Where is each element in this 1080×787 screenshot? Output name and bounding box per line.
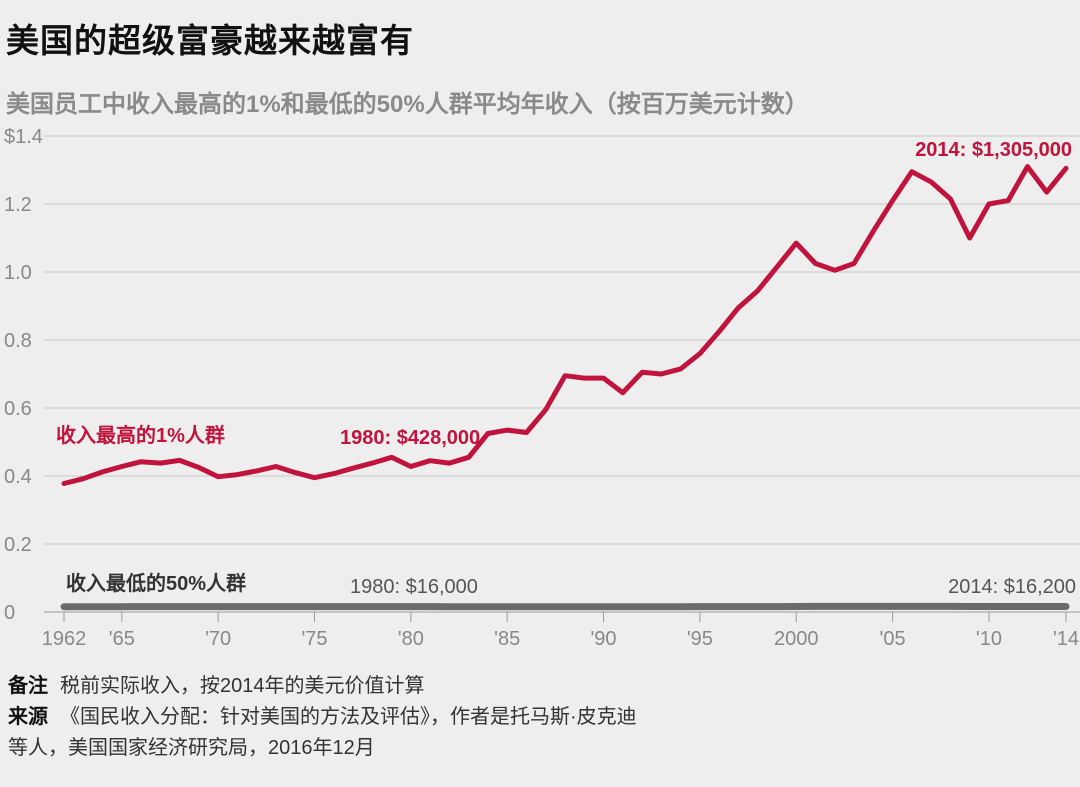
y-tick-label: $1.4 (4, 126, 43, 148)
gridlines (44, 135, 1080, 613)
y-tick-label: 0 (4, 602, 15, 624)
y-tick-label: 0.6 (4, 398, 32, 420)
source-label: 来源 (8, 706, 48, 728)
y-tick-label: 1.0 (4, 262, 32, 284)
series-line-top-1 (61, 164, 1069, 486)
y-tick-label: 0.4 (4, 466, 32, 488)
x-axis-ticks: 1962 '65 '70 '75 '80 '85 '90 '95 2000 '05 '10 '14 (42, 612, 1079, 650)
annotation-top-1-2014: 2014: $1,305,000 (915, 139, 1072, 161)
x-tick-label: '05 (880, 628, 906, 650)
footnotes: 备注 税前实际收入，按2014年的美元价值计算 来源 《国民收入分配：针对美国的方法… (8, 671, 648, 764)
source-row: 来源 《国民收入分配：针对美国的方法及评估》，作者是托马斯·皮克迪等人，美国国家经… (8, 702, 648, 764)
annotation-top-1-1980: 1980: $428,000 (340, 427, 480, 449)
x-tick-label: '85 (494, 628, 520, 650)
y-tick-label: 0.2 (4, 534, 32, 556)
series-label-bottom-50: 收入最低的50%人群 (66, 571, 246, 595)
x-tick-label: '90 (590, 628, 616, 650)
x-tick-label: '75 (301, 628, 327, 650)
chart-title: 美国的超级富豪越来越富有 (6, 22, 414, 59)
annotation-bottom-50-1980: 1980: $16,000 (350, 576, 478, 598)
x-tick-label: '95 (687, 628, 713, 650)
source-text: 《国民收入分配：针对美国的方法及评估》，作者是托马斯·皮克迪等人，美国国家经济研… (8, 706, 637, 759)
x-tick-label: '14 (1053, 628, 1079, 650)
y-tick-label: 0.8 (4, 330, 32, 352)
note-label: 备注 (8, 675, 48, 697)
series-label-top-1: 收入最高的1%人群 (56, 423, 225, 447)
y-axis-ticks: 0 0.2 0.4 0.6 0.8 1.0 1.2 $1.4 (4, 126, 43, 624)
x-tick-label: '70 (205, 628, 231, 650)
x-tick-label: '10 (976, 628, 1002, 650)
x-tick-label: 2000 (774, 628, 819, 650)
note-row: 备注 税前实际收入，按2014年的美元价值计算 (8, 671, 648, 702)
note-text: 税前实际收入，按2014年的美元价值计算 (60, 675, 425, 697)
annotation-bottom-50-2014: 2014: $16,200 (948, 576, 1076, 598)
x-tick-label: 1962 (42, 628, 87, 650)
x-tick-label: '65 (109, 628, 135, 650)
x-tick-label: '80 (398, 628, 424, 650)
chart-subtitle: 美国员工中收入最高的1%和最低的50%人群平均年收入（按百万美元计数） (6, 91, 809, 118)
y-tick-label: 1.2 (4, 194, 32, 216)
